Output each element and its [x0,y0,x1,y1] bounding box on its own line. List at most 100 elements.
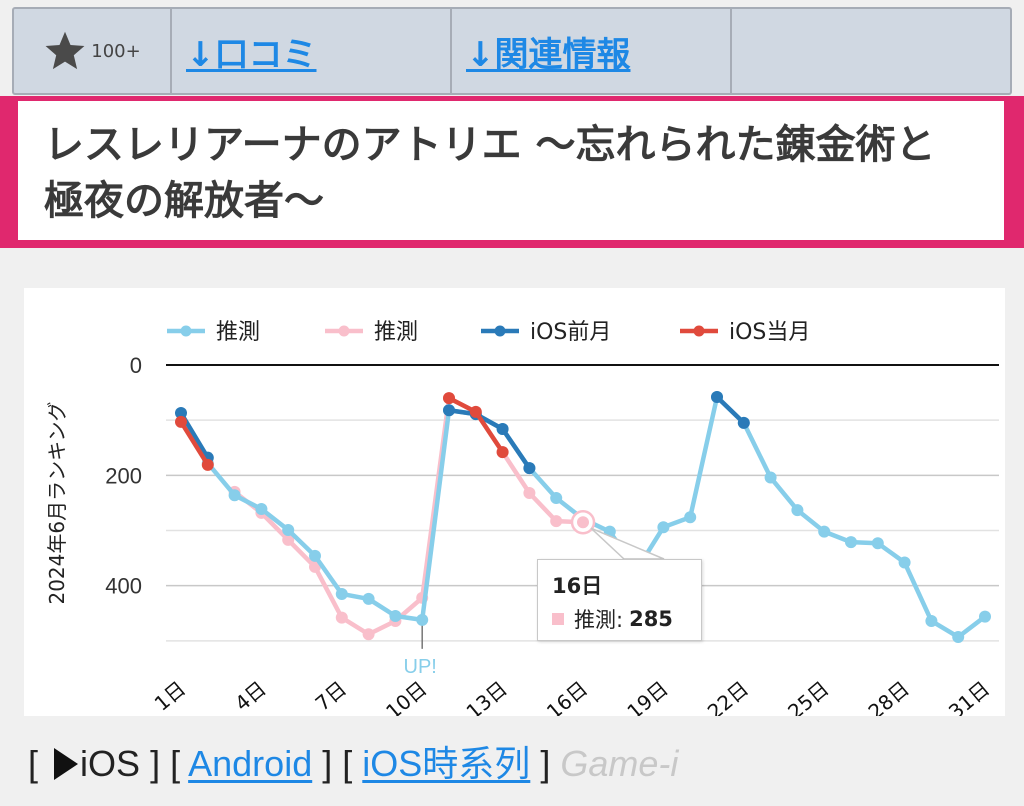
x-tick-label: 10日 [381,676,431,716]
star-icon [45,31,85,70]
title-line-1: レスレリアーナのアトリエ ～忘れられた錬金術と [44,122,936,168]
tooltip-swatch [552,613,564,625]
legend-dot-icon [338,325,350,337]
series-1 [228,392,589,641]
y-axis-label: 2024年6月ランキング [45,401,69,604]
data-point[interactable] [416,613,429,626]
reviews-link[interactable]: ↓口コミ [186,34,317,75]
bracket: [ [170,743,181,784]
data-point[interactable] [362,628,375,641]
x-tick-label: 1日 [150,676,191,715]
x-tick-label: 16日 [542,676,592,716]
bracket: ] [540,743,551,784]
legend-dot-icon [693,325,705,337]
data-point[interactable] [175,415,187,428]
series-line [448,408,532,470]
data-point[interactable] [925,614,938,627]
legend-label: iOS前月 [530,320,611,345]
tooltip-value: 285 [629,607,673,631]
data-point[interactable] [335,587,348,600]
title-frame: レスレリアーナのアトリエ ～忘れられた錬金術と 極夜の解放者～ [0,96,1024,248]
data-point[interactable] [657,521,670,534]
ios-timeline-link[interactable]: iOS時系列 [362,743,531,784]
x-tick-label: 25日 [783,676,833,716]
bracket: ] [150,743,161,784]
ios-current-label: iOS [80,743,141,784]
data-point[interactable] [871,537,884,550]
up-annotation: UP! [404,656,437,678]
data-point[interactable] [952,630,965,643]
data-point[interactable] [201,458,214,471]
top-navigation: 100+ ↓口コミ ↓関連情報 [12,7,1012,95]
data-point[interactable] [737,416,750,429]
data-point[interactable] [845,536,857,549]
chart-canvas[interactable]: 0 200 400 2024年6月ランキング UP! 1日 4日 7日 10日 13日 16日 19日… [24,288,1005,716]
star-count: 100+ [91,40,141,62]
platform-links: [ iOS ] [ Android ] [ iOS時系列 ] Game-i [28,735,678,787]
legend-item[interactable]: iOS前月 [481,320,611,345]
data-point[interactable] [228,489,241,502]
legend-label: 推測 [374,320,418,345]
data-point[interactable] [496,446,509,459]
data-point[interactable] [362,592,375,605]
data-point[interactable] [255,502,268,515]
empty-cell [732,9,1010,93]
x-tick-label: 19日 [622,676,672,716]
data-point[interactable] [469,405,482,418]
data-point[interactable] [684,511,697,524]
data-point[interactable] [550,491,563,504]
y-tick-label: 0 [130,353,142,378]
legend-item[interactable]: 推測 [325,320,418,345]
related-info-link[interactable]: ↓関連情報 [466,34,631,75]
data-point[interactable] [898,556,911,569]
legend-item[interactable]: 推測 [167,320,260,345]
tooltip-label: 推測: [574,608,624,632]
bracket: ] [322,743,333,784]
highlight-point[interactable] [577,516,589,529]
series-line [715,395,746,425]
page-title: レスレリアーナのアトリエ ～忘れられた錬金術と 極夜の解放者～ [44,117,978,229]
favorite-count[interactable]: 100+ [14,9,172,93]
data-point[interactable] [389,610,402,623]
data-point[interactable] [282,533,295,546]
y-tick-label: 200 [105,463,142,488]
legend-label: iOS当月 [729,320,810,345]
data-point[interactable] [550,515,563,528]
series-3 [175,392,509,471]
data-point[interactable] [523,462,536,475]
data-point[interactable] [335,611,348,624]
ranking-chart: 0 200 400 2024年6月ランキング UP! 1日 4日 7日 10日 13日 16日 19日… [24,288,1005,716]
data-point[interactable] [764,471,777,484]
data-point[interactable] [282,523,295,536]
legend-label: 推測 [216,320,260,345]
data-point[interactable] [175,406,187,419]
tooltip-day: 16日 [552,574,603,598]
data-point[interactable] [309,549,321,562]
data-point[interactable] [443,404,455,417]
x-tick-label: 31日 [944,676,994,716]
data-point[interactable] [791,504,804,517]
x-tick-label: 4日 [230,676,271,715]
x-tick-label: 7日 [311,676,352,715]
data-point[interactable] [496,422,509,435]
legend-item[interactable]: iOS当月 [680,320,810,345]
data-point[interactable] [979,610,991,623]
data-point[interactable] [523,486,536,499]
series-line [233,395,584,637]
series-0 [201,390,991,643]
chart-tooltip: 16日 推測: 285 [537,559,702,641]
x-tick-label: 13日 [462,676,512,716]
data-point[interactable] [711,390,723,403]
data-point[interactable] [443,392,455,405]
android-link[interactable]: Android [188,743,313,784]
brand-label: Game-i [560,743,679,784]
bracket: [ [28,743,39,784]
bracket: [ [342,743,353,784]
play-triangle-icon [54,748,79,780]
title-line-2: 極夜の解放者～ [44,178,324,224]
legend-dot-icon [180,325,192,337]
y-tick-label: 400 [105,574,142,599]
series-line [179,420,210,467]
legend-dot-icon [494,325,506,337]
data-point[interactable] [818,525,831,538]
